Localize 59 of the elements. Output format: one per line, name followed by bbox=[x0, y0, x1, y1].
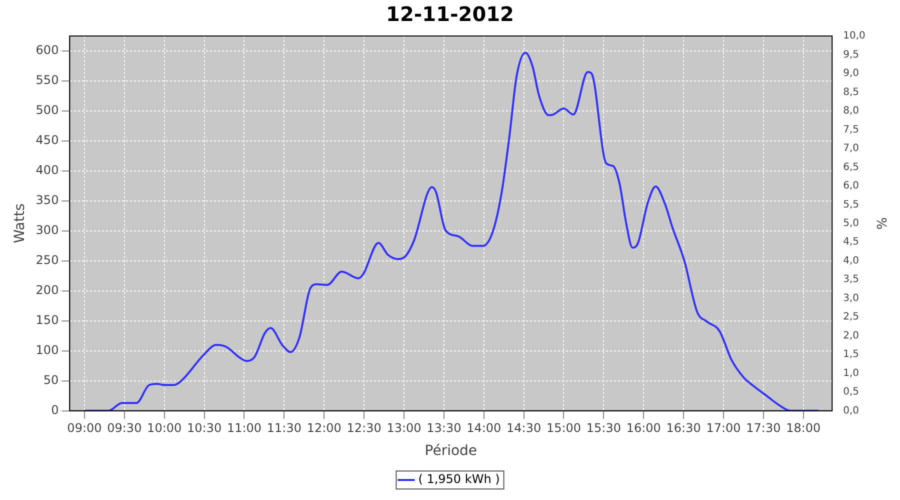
y2-axis-title: % bbox=[872, 217, 888, 230]
y-tick-label: 250 bbox=[36, 253, 59, 268]
x-tick-label: 15:30 bbox=[586, 421, 621, 436]
y2-tick-label: 2,5 bbox=[843, 312, 860, 323]
line-series bbox=[83, 52, 820, 411]
y-tick-label: 600 bbox=[36, 43, 59, 58]
y2-tick-label: 10,0 bbox=[843, 30, 866, 42]
x-tick-label: 11:00 bbox=[226, 421, 262, 436]
x-tick-label: 14:30 bbox=[506, 421, 542, 436]
x-tick-label: 17:00 bbox=[706, 421, 741, 436]
x-tick-label: 16:30 bbox=[666, 421, 701, 436]
y-tick-label: 400 bbox=[36, 163, 59, 178]
x-tick-label: 13:30 bbox=[426, 421, 462, 436]
y-tick-label: 550 bbox=[36, 73, 59, 88]
y2-tick-label: 0,0 bbox=[843, 405, 860, 416]
y2-tick-label: 7,5 bbox=[843, 124, 860, 136]
chart-title: 12-11-2012 bbox=[386, 2, 514, 26]
y-tick-label: 50 bbox=[43, 372, 59, 387]
y-tick-label: 150 bbox=[36, 312, 59, 327]
y2-tick-label: 4,5 bbox=[843, 236, 860, 248]
x-tick-label: 10:30 bbox=[187, 421, 222, 436]
y-tick-label: 0 bbox=[51, 402, 59, 417]
x-tick-label: 09:00 bbox=[67, 421, 102, 436]
y-tick-label: 500 bbox=[36, 103, 59, 118]
y2-tick-label: 1,5 bbox=[843, 349, 860, 360]
y2-tick-label: 1,0 bbox=[843, 368, 860, 379]
x-tick-label: 12:30 bbox=[346, 421, 382, 436]
y2-tick-label: 8,0 bbox=[843, 106, 860, 117]
y2-tick-label: 8,5 bbox=[843, 86, 860, 98]
legend-label: ( 1,950 kWh ) bbox=[418, 472, 500, 486]
y-tick-label: 200 bbox=[36, 282, 59, 297]
y2-tick-label: 3,0 bbox=[843, 292, 860, 304]
y2-tick-label: 6,0 bbox=[843, 180, 860, 192]
y2-tick-label: 5,0 bbox=[843, 218, 860, 229]
x-tick-label: 09:30 bbox=[107, 421, 142, 436]
y2-tick-label: 9,0 bbox=[843, 68, 860, 80]
x-tick-label: 18:00 bbox=[786, 421, 821, 436]
y2-tick-label: 4,0 bbox=[843, 255, 860, 266]
x-tick-label: 14:00 bbox=[466, 421, 502, 436]
y-tick-label: 100 bbox=[36, 342, 59, 357]
x-tick-label: 13:00 bbox=[386, 421, 422, 436]
y2-tick-label: 7,0 bbox=[843, 143, 860, 154]
x-tick-label: 17:30 bbox=[746, 421, 781, 436]
x-axis-title: Période bbox=[424, 443, 478, 460]
y2-tick-label: 6,5 bbox=[843, 162, 860, 173]
x-tick-label: 11:30 bbox=[266, 421, 302, 436]
y2-tick-label: 9,5 bbox=[843, 49, 860, 60]
y2-tick-label: 3,5 bbox=[843, 274, 860, 286]
y2-tick-label: 2,0 bbox=[843, 330, 860, 342]
x-tick-label: 12:00 bbox=[306, 421, 342, 436]
y-tick-label: 450 bbox=[36, 133, 59, 148]
y-tick-label: 300 bbox=[36, 223, 59, 238]
x-tick-label: 15:00 bbox=[546, 421, 582, 436]
y-tick-label: 350 bbox=[36, 193, 59, 208]
y2-tick-label: 0,5 bbox=[843, 386, 860, 398]
y2-tick-label: 5,5 bbox=[843, 199, 860, 210]
x-tick-label: 16:00 bbox=[626, 421, 661, 436]
x-tick-label: 10:00 bbox=[147, 421, 182, 436]
y-axis-title: Watts bbox=[12, 203, 28, 244]
